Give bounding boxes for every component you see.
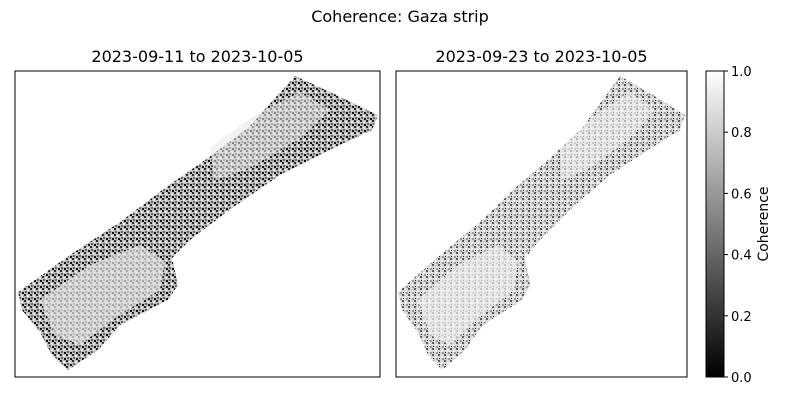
panel-2-title: 2023-09-23 to 2023-10-05	[435, 47, 647, 66]
colorbar-ticks: 0.0 0.2 0.4 0.6 0.8 1.0	[724, 65, 752, 386]
colorbar-gradient	[705, 70, 725, 378]
colorbar: 0.0 0.2 0.4 0.6 0.8 1.0 Coherence	[705, 65, 772, 386]
colorbar-tick-label: 0.8	[731, 126, 752, 141]
panel-1: 2023-09-11 to 2023-10-05	[14, 47, 381, 378]
panel-1-light-patch	[40, 245, 165, 345]
panel-2-heatmap	[398, 76, 685, 370]
colorbar-tick-label: 0.2	[731, 310, 752, 325]
figure-suptitle: Coherence: Gaza strip	[311, 7, 489, 26]
colorbar-tick-label: 1.0	[731, 65, 752, 80]
colorbar-tick-label: 0.0	[731, 371, 752, 386]
colorbar-tick-label: 0.4	[731, 249, 752, 264]
colorbar-label: Coherence	[756, 186, 772, 261]
colorbar-tick-label: 0.6	[731, 187, 752, 202]
panel-1-title: 2023-09-11 to 2023-10-05	[91, 47, 303, 66]
panel-2-light-patch	[560, 92, 655, 180]
panel-2: 2023-09-23 to 2023-10-05	[395, 47, 688, 378]
panel-2-light-patch	[418, 245, 518, 345]
panel-1-light-patch	[210, 92, 330, 180]
panel-1-heatmap	[18, 76, 378, 370]
